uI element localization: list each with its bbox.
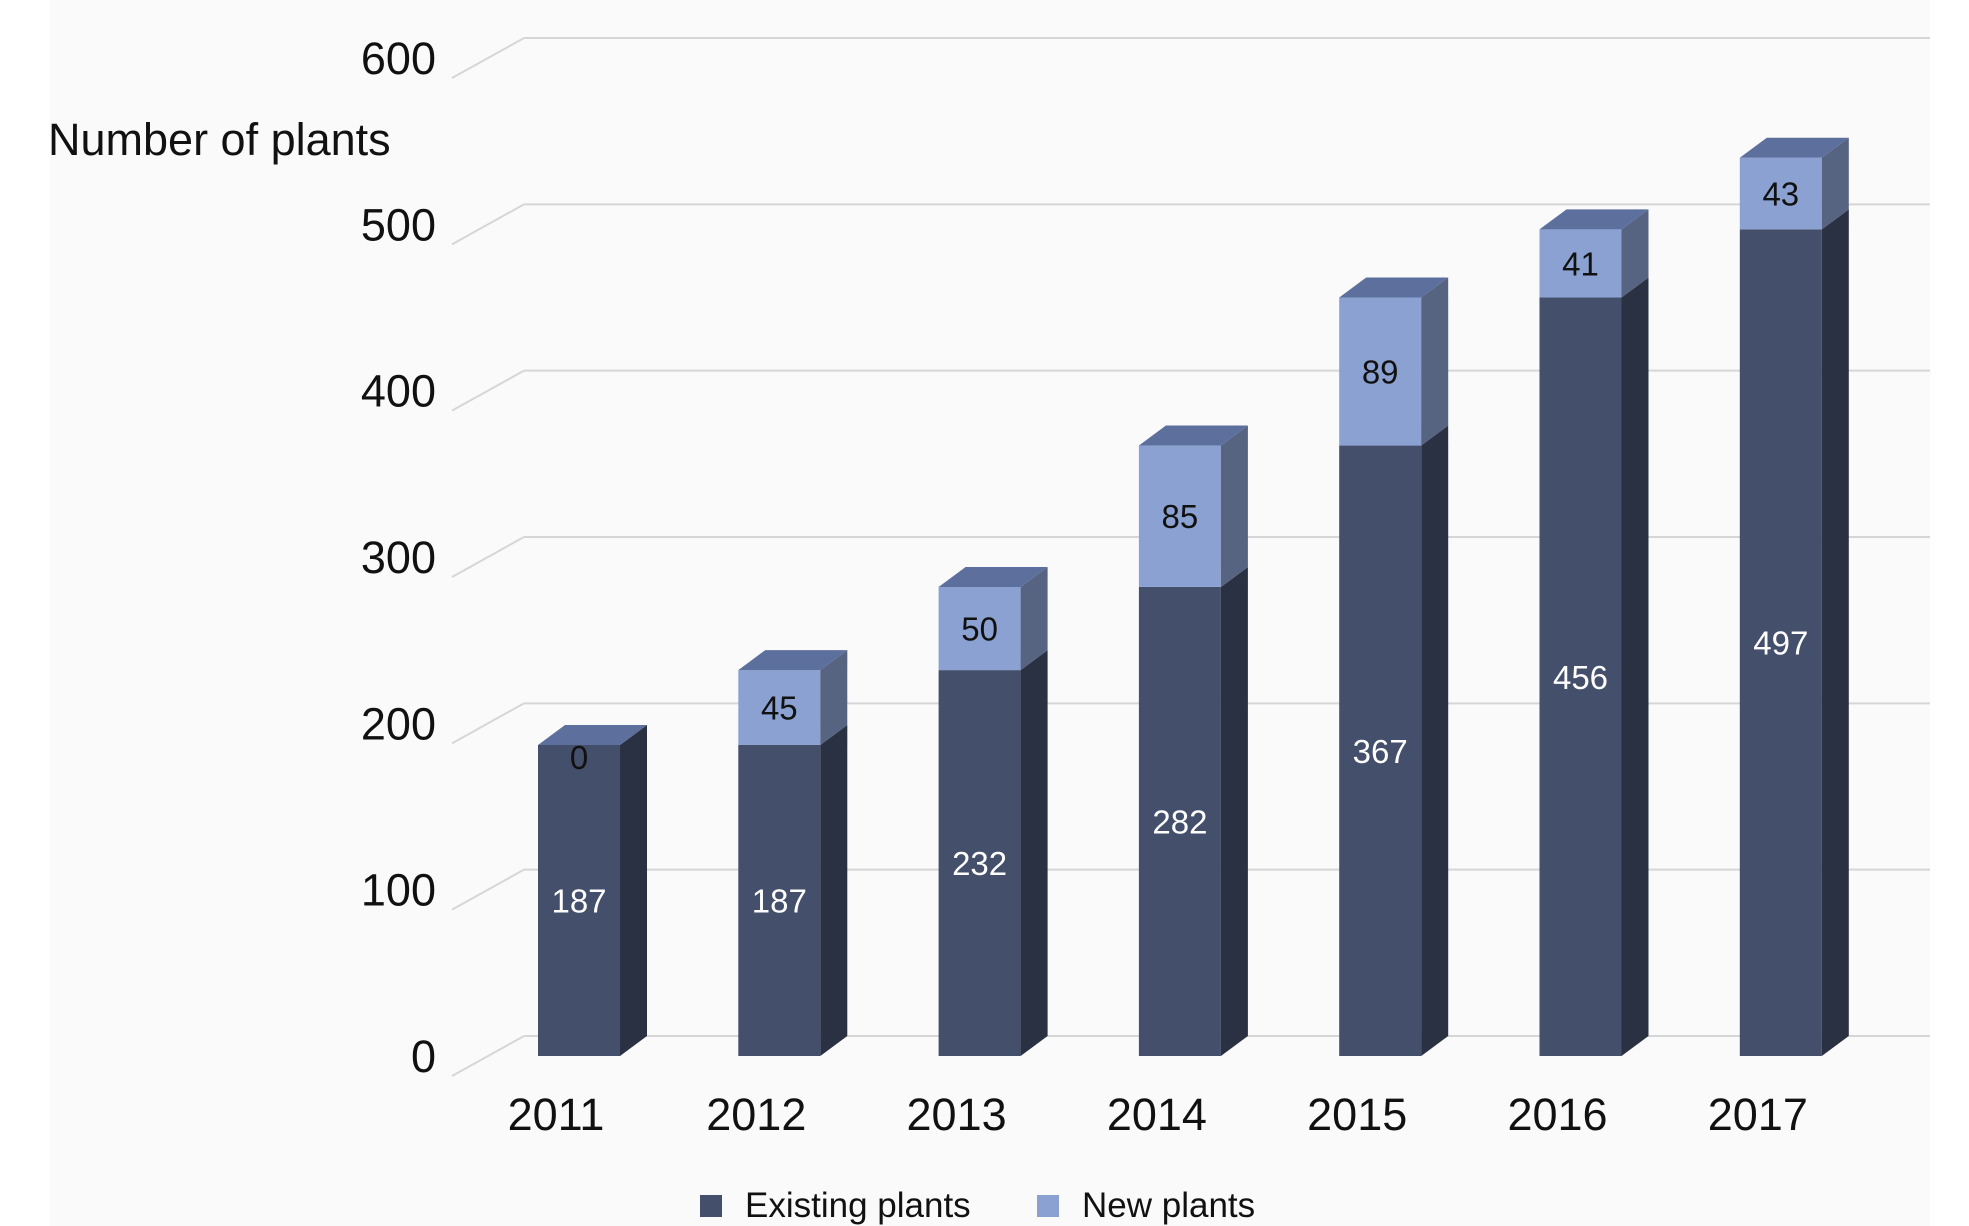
bar-side-existing-2015 bbox=[1421, 425, 1449, 1057]
bar-top-2017 bbox=[1739, 137, 1849, 158]
y-tick-label: 300 bbox=[361, 532, 436, 583]
gridline-depth-300 bbox=[451, 536, 525, 578]
bar-existing-2015 bbox=[1339, 445, 1422, 1057]
bar-stack-2013 bbox=[938, 566, 1048, 1056]
x-tick-label: 2017 bbox=[1708, 1089, 1808, 1140]
bar-top-2016 bbox=[1539, 209, 1649, 230]
bar-top-2015 bbox=[1339, 277, 1449, 298]
legend-label-existing: Existing plants bbox=[745, 1186, 971, 1225]
bar-side-new-2012 bbox=[820, 650, 848, 745]
legend-label-new: New plants bbox=[1082, 1186, 1255, 1225]
bar-side-existing-2016 bbox=[1621, 277, 1649, 1056]
bar-stack-2011 bbox=[538, 724, 647, 1056]
gridline-depth-500 bbox=[451, 203, 525, 246]
data-labels: 187 0 187 45 232 50 282 85 367 89 456 41 497 43 bbox=[551, 176, 1808, 920]
y-tick-label: 0 bbox=[411, 1031, 436, 1082]
bar-top-2013 bbox=[938, 566, 1048, 587]
bar-top-2011 bbox=[538, 724, 647, 745]
data-label-existing-2013: 232 bbox=[952, 845, 1007, 882]
bar-side-existing-2013 bbox=[1020, 650, 1048, 1056]
data-label-new-2013: 50 bbox=[961, 611, 998, 648]
y-tick-label: 600 bbox=[361, 33, 436, 84]
bar-stack-2016 bbox=[1539, 209, 1649, 1056]
bar-existing-2011 bbox=[538, 744, 620, 1056]
bar-new-2017 bbox=[1739, 157, 1822, 230]
legend-swatch-new bbox=[1037, 1195, 1059, 1217]
x-tick-label: 2014 bbox=[1107, 1089, 1207, 1140]
bar-existing-2012 bbox=[738, 744, 821, 1056]
bar-side-new-2017 bbox=[1821, 137, 1849, 230]
x-tick-label: 2016 bbox=[1507, 1089, 1607, 1140]
gridline-depth-200 bbox=[451, 702, 525, 745]
bar-new-2012 bbox=[738, 670, 821, 745]
bar-side-new-2015 bbox=[1421, 277, 1449, 446]
data-label-existing-2014: 282 bbox=[1152, 803, 1207, 840]
bar-side-existing-2017 bbox=[1821, 209, 1849, 1056]
bar-top-2014 bbox=[1138, 425, 1248, 446]
data-label-existing-2015: 367 bbox=[1353, 733, 1408, 770]
bar-side-existing-2012 bbox=[820, 724, 848, 1056]
data-label-new-2016: 41 bbox=[1562, 245, 1599, 282]
y-tick-label: 400 bbox=[361, 366, 436, 417]
bar-side-new-2013 bbox=[1020, 566, 1048, 671]
data-label-new-2012: 45 bbox=[761, 690, 798, 727]
legend: Existing plants New plants bbox=[700, 1186, 1255, 1225]
y-tick-label: 100 bbox=[361, 865, 436, 916]
bar-new-2015 bbox=[1339, 297, 1422, 446]
bar-new-2014 bbox=[1138, 445, 1221, 587]
bar-side-new-2016 bbox=[1621, 209, 1649, 298]
bar-existing-2014 bbox=[1138, 586, 1221, 1056]
data-label-existing-2012: 187 bbox=[752, 882, 807, 919]
y-axis-ticks: 0 100 200 300 400 500 600 bbox=[361, 33, 436, 1082]
bar-side-new-2014 bbox=[1220, 425, 1248, 587]
bars bbox=[538, 137, 1849, 1057]
gridline-depth-600 bbox=[451, 37, 525, 79]
bar-new-2016 bbox=[1539, 229, 1622, 298]
data-label-new-2015: 89 bbox=[1362, 354, 1399, 391]
data-label-new-2011: 0 bbox=[570, 739, 588, 776]
data-label-new-2017: 43 bbox=[1762, 176, 1799, 213]
bar-side-existing-2014 bbox=[1220, 566, 1248, 1056]
x-axis-ticks: 2011 2012 2013 2014 2015 2016 2017 bbox=[508, 1089, 1808, 1140]
bar-stack-2017 bbox=[1739, 137, 1849, 1056]
x-tick-label: 2013 bbox=[907, 1089, 1007, 1140]
bar-existing-2013 bbox=[938, 670, 1021, 1056]
gridline-depth-400 bbox=[451, 369, 525, 412]
bar-new-2013 bbox=[938, 586, 1021, 671]
x-tick-label: 2012 bbox=[706, 1089, 806, 1140]
data-label-existing-2011: 187 bbox=[551, 882, 606, 919]
y-tick-label: 500 bbox=[361, 199, 436, 250]
bar-stack-2014 bbox=[1138, 425, 1248, 1056]
gridline-depth-100 bbox=[451, 868, 525, 911]
y-axis-title: Number of plants bbox=[48, 114, 391, 165]
data-label-existing-2016: 456 bbox=[1553, 659, 1608, 696]
y-tick-label: 200 bbox=[361, 698, 436, 749]
bar-top-2012 bbox=[738, 650, 848, 671]
gridline-depth-0 bbox=[451, 1035, 525, 1077]
data-label-existing-2017: 497 bbox=[1753, 625, 1808, 662]
bar-existing-2016 bbox=[1539, 297, 1622, 1056]
bar-side-existing-2011 bbox=[620, 724, 647, 1056]
x-tick-label: 2011 bbox=[508, 1089, 605, 1140]
bar-stack-2012 bbox=[738, 650, 848, 1056]
bar-stack-2015 bbox=[1339, 277, 1449, 1057]
x-tick-label: 2015 bbox=[1307, 1089, 1407, 1140]
data-label-new-2014: 85 bbox=[1162, 498, 1199, 535]
legend-swatch-existing bbox=[700, 1195, 722, 1217]
bar-existing-2017 bbox=[1739, 229, 1822, 1056]
